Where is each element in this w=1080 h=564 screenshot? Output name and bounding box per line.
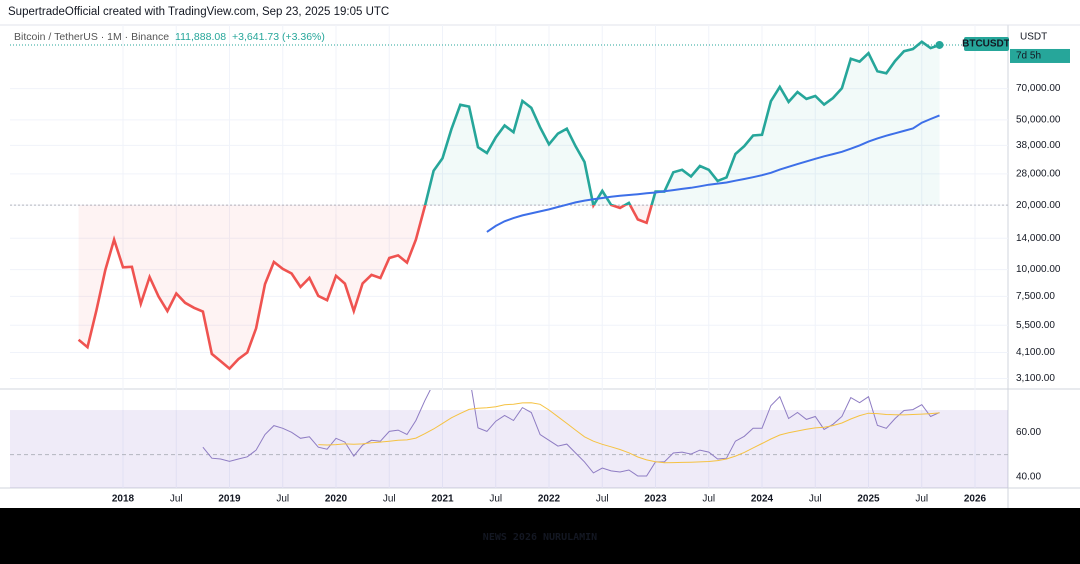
- x-tick-label: 2018: [112, 494, 135, 505]
- last-point: [935, 40, 944, 49]
- x-tick-label: 2023: [644, 494, 667, 505]
- header: SupertradeOfficial created with TradingV…: [8, 6, 390, 18]
- y-tick-label: 3,100.00: [1016, 373, 1055, 384]
- x-tick-label: 2026: [964, 494, 987, 505]
- footer: NEWS 2026 NURULAMIN: [483, 532, 597, 543]
- x-tick-label: Jul: [383, 494, 396, 505]
- axis-unit-bg: [1009, 26, 1079, 44]
- x-tick-label: 2022: [538, 494, 561, 505]
- y-tick-label: 28,000.00: [1016, 168, 1061, 179]
- x-tick-label: 2021: [431, 494, 454, 505]
- ma-line: [486, 114, 940, 233]
- countdown-bg: [1010, 48, 1070, 63]
- price-line-down: [77, 205, 653, 371]
- symbol-tag-bg: [964, 36, 1009, 51]
- countdown: 7d 5h: [1016, 51, 1041, 62]
- price-line-up: [423, 40, 940, 206]
- x-tick-label: Jul: [276, 494, 289, 505]
- x-tick-label: Jul: [809, 494, 822, 505]
- y-tick-label: 10,000.00: [1016, 264, 1061, 275]
- area-up: [425, 41, 940, 206]
- y-tick-label: 50,000.00: [1016, 115, 1061, 126]
- symbol: Bitcoin / TetherUS · 1M · Binance: [14, 31, 170, 43]
- price-axis-bg: [1008, 0, 1080, 508]
- x-tick-label: Jul: [915, 494, 928, 505]
- x-tick-label: 2019: [218, 494, 241, 505]
- x-tick-label: Jul: [702, 494, 715, 505]
- axis-unit: USDT: [1020, 32, 1047, 43]
- y-tick-label: 38,000.00: [1016, 140, 1061, 151]
- x-tick-label: Jul: [489, 494, 502, 505]
- symbol-tag: BTCUSDT: [962, 39, 1010, 50]
- area-down: [78, 205, 940, 369]
- change: +3,641.73 (+3.36%): [232, 31, 325, 43]
- legend: Bitcoin / TetherUS · 1M · Binance 111,888…: [14, 31, 325, 43]
- rsi-line: [202, 390, 940, 477]
- x-tick-label: 2024: [751, 494, 774, 505]
- x-tick-label: Jul: [170, 494, 183, 505]
- y-tick-label: 20,000.00: [1016, 200, 1061, 211]
- rsi-line: [318, 402, 940, 464]
- last-price: 111,888.08: [175, 31, 227, 43]
- x-tick-label: 2025: [857, 494, 880, 505]
- y-tick-label: 70,000.00: [1016, 83, 1061, 94]
- x-tick-label: 2020: [325, 494, 348, 505]
- x-tick-label: Jul: [596, 494, 609, 505]
- y-tick-label: 5,500.00: [1016, 320, 1055, 331]
- y2-tick-label: 60.00: [1016, 427, 1041, 438]
- y-tick-label: 4,100.00: [1016, 347, 1055, 358]
- y2-tick-label: 40.00: [1016, 472, 1041, 483]
- footer-bg: [0, 508, 1080, 564]
- y-tick-label: 14,000.00: [1016, 233, 1061, 244]
- y-tick-label: 7,500.00: [1016, 291, 1055, 302]
